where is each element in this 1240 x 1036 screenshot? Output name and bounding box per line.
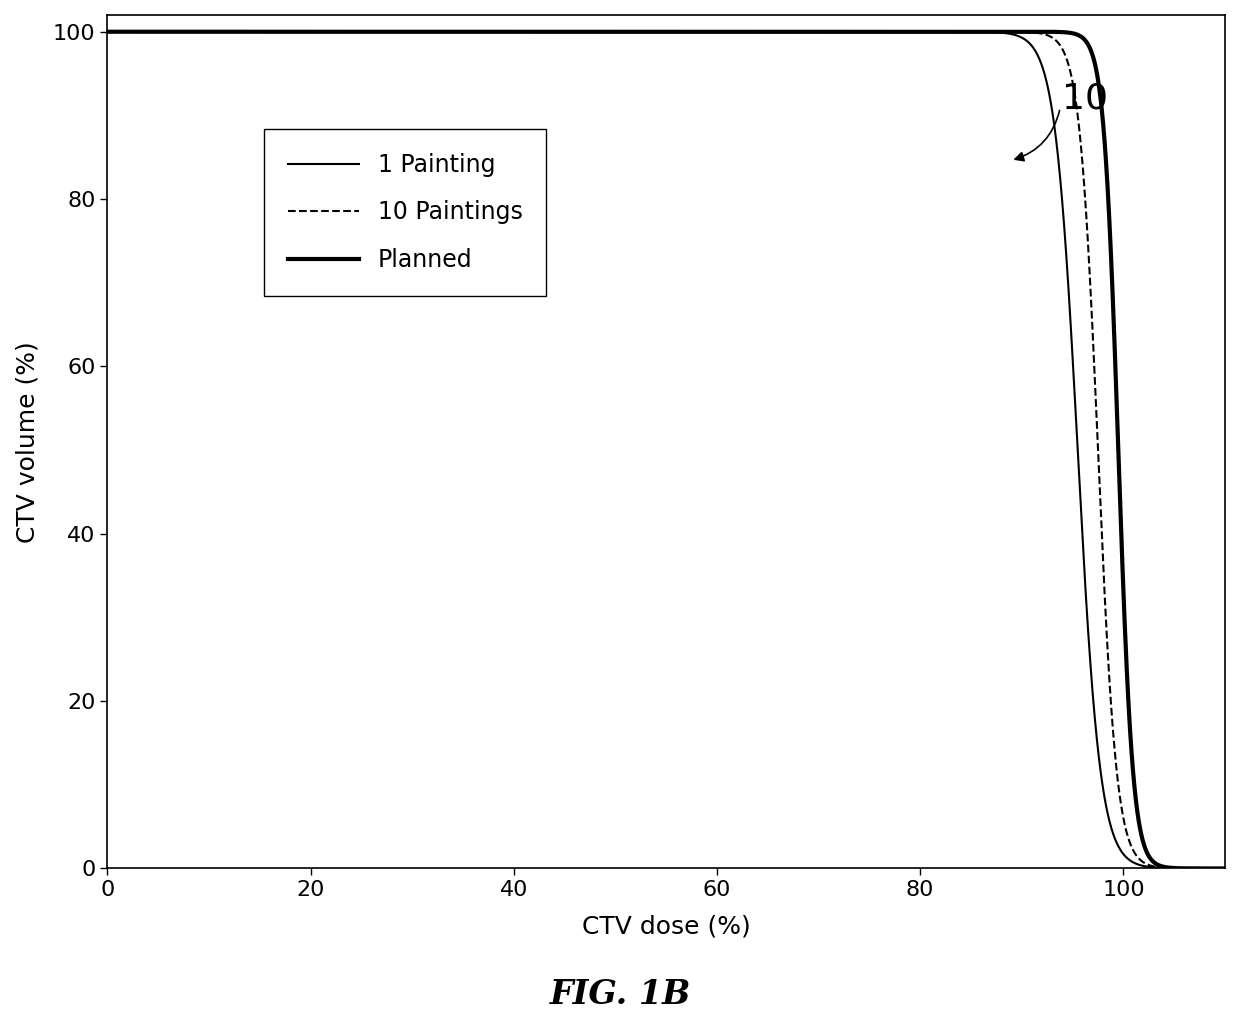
- 10 Paintings: [859, 26, 874, 38]
- 10 Paintings: [801, 26, 816, 38]
- Planned: [801, 26, 816, 38]
- X-axis label: CTV dose (%): CTV dose (%): [582, 914, 750, 939]
- Planned: [100, 26, 115, 38]
- 10 Paintings: [972, 26, 987, 38]
- 10 Paintings: [100, 26, 115, 38]
- 10 Paintings: [1060, 57, 1075, 69]
- Line: 1 Painting: 1 Painting: [108, 32, 1240, 868]
- 1 Painting: [100, 26, 115, 38]
- 1 Painting: [972, 26, 987, 38]
- Planned: [312, 26, 327, 38]
- Planned: [859, 26, 874, 38]
- Legend: 1 Painting, 10 Paintings, Planned: 1 Painting, 10 Paintings, Planned: [264, 130, 547, 295]
- 10 Paintings: [312, 26, 327, 38]
- Text: 10: 10: [1061, 82, 1109, 115]
- Line: 10 Paintings: 10 Paintings: [108, 32, 1240, 868]
- 1 Painting: [801, 26, 816, 38]
- 1 Painting: [547, 26, 562, 38]
- Planned: [1060, 26, 1075, 38]
- Line: Planned: Planned: [108, 32, 1240, 868]
- 1 Painting: [1060, 275, 1075, 287]
- 10 Paintings: [547, 26, 562, 38]
- 1 Painting: [312, 26, 327, 38]
- Planned: [972, 26, 987, 38]
- 1 Painting: [859, 26, 874, 38]
- Y-axis label: CTV volume (%): CTV volume (%): [15, 341, 38, 543]
- Text: FIG. 1B: FIG. 1B: [549, 978, 691, 1011]
- Planned: [547, 26, 562, 38]
